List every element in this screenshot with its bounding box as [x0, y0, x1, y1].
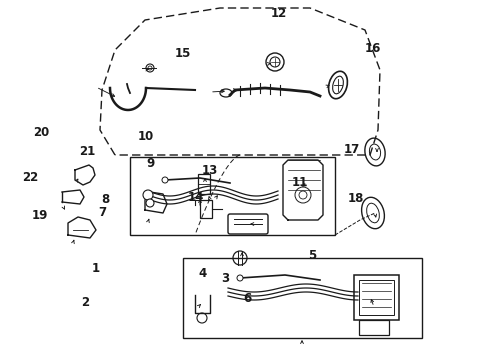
Bar	[358, 280, 393, 315]
Text: 18: 18	[347, 192, 364, 205]
Text: 13: 13	[202, 165, 218, 177]
Circle shape	[162, 177, 168, 183]
Bar	[358, 320, 388, 335]
Text: 20: 20	[33, 126, 50, 139]
Text: 1: 1	[91, 262, 99, 275]
Text: 5: 5	[307, 249, 315, 262]
Text: 8: 8	[101, 193, 109, 206]
Circle shape	[142, 190, 153, 200]
Text: 11: 11	[291, 176, 308, 189]
Text: 12: 12	[270, 7, 286, 20]
Circle shape	[237, 275, 243, 281]
Text: 3: 3	[221, 273, 228, 285]
Text: 14: 14	[187, 191, 203, 204]
Circle shape	[146, 199, 154, 207]
Bar	[200, 200, 212, 218]
Text: 2: 2	[81, 296, 89, 309]
Bar	[183, 258, 421, 338]
Text: 6: 6	[243, 292, 250, 305]
Text: 16: 16	[364, 42, 380, 55]
Bar	[353, 275, 398, 320]
Bar	[130, 157, 334, 235]
Text: 7: 7	[99, 206, 106, 219]
Bar	[198, 174, 209, 194]
Text: 10: 10	[137, 130, 154, 143]
Text: 4: 4	[199, 267, 206, 280]
Text: 9: 9	[146, 157, 154, 170]
Text: 21: 21	[79, 145, 95, 158]
Text: 19: 19	[32, 210, 48, 222]
Text: 17: 17	[343, 143, 360, 156]
Text: 15: 15	[174, 47, 191, 60]
Text: 22: 22	[22, 171, 39, 184]
